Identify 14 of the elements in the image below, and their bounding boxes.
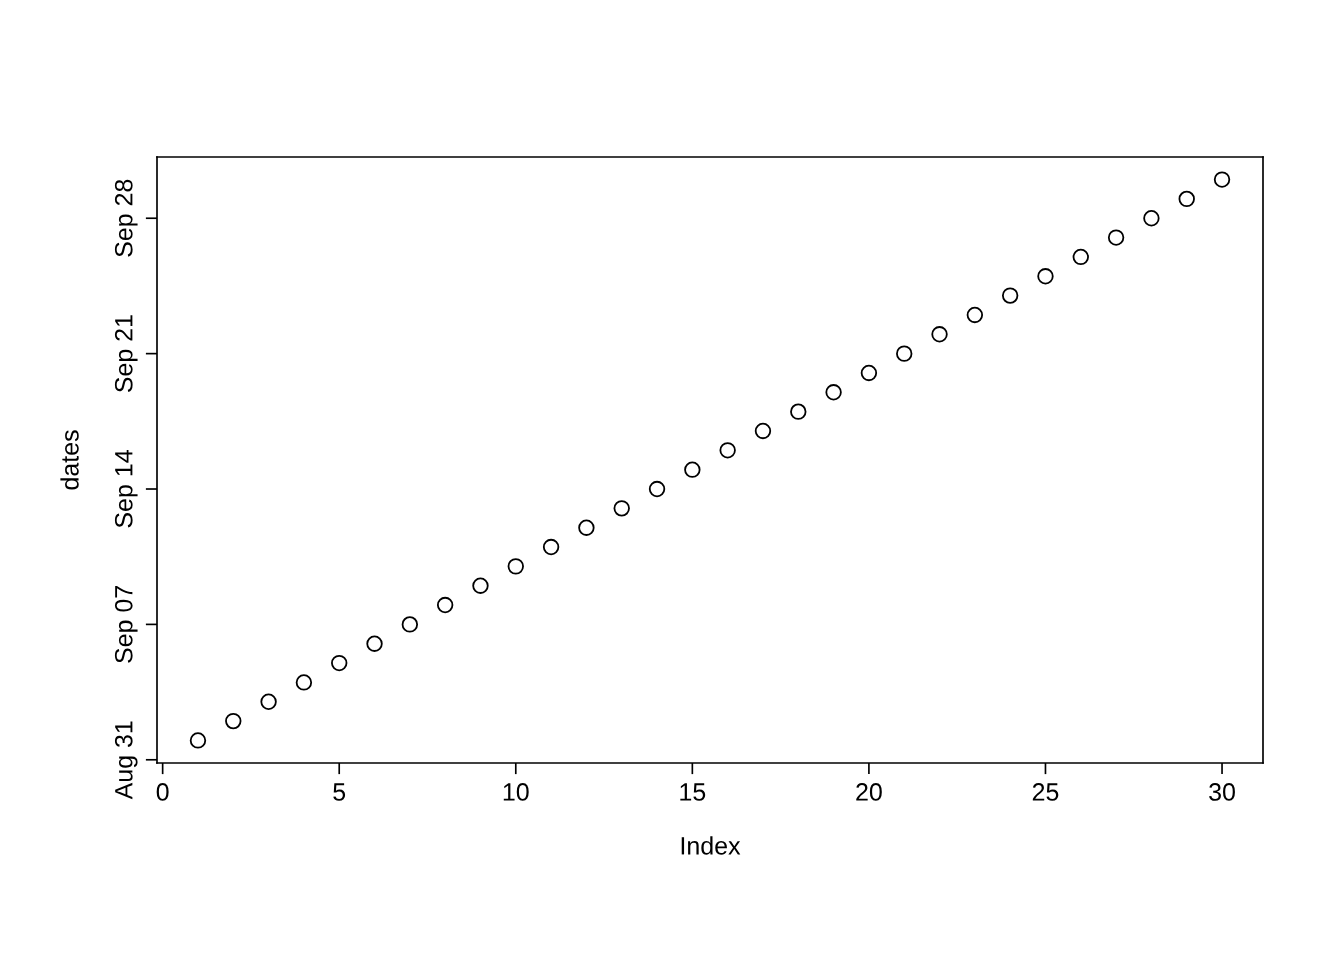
y-tick-label: Sep 21	[114, 315, 138, 393]
y-axis-title: dates	[60, 430, 79, 490]
y-tick-label: Sep 28	[114, 179, 138, 257]
y-tick-label: Sep 14	[114, 450, 138, 528]
x-tick-label: 0	[156, 783, 169, 801]
x-axis-title: Index	[681, 836, 741, 855]
x-tick-label: 25	[1032, 783, 1059, 801]
x-tick-label: 5	[333, 783, 346, 801]
x-tick-label: 30	[1209, 783, 1235, 801]
x-tick-label: 15	[680, 783, 706, 801]
x-tick-label: 10	[503, 783, 529, 801]
y-tick-label: Aug 31	[114, 721, 138, 800]
y-tick-label: Sep 07	[114, 586, 138, 663]
x-tick-label: 20	[856, 783, 882, 801]
